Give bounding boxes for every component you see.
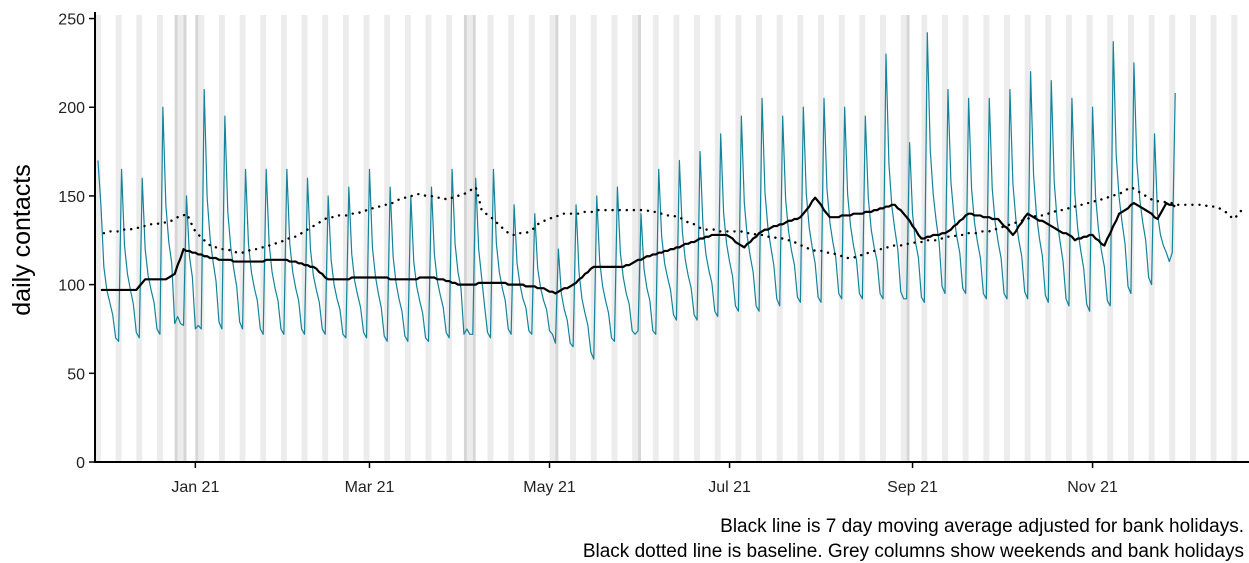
- weekend-column: [714, 15, 721, 462]
- weekend-column: [880, 15, 886, 462]
- weekend-column: [1107, 15, 1114, 462]
- weekend-column: [1127, 15, 1134, 462]
- weekend-column: [115, 15, 122, 462]
- weekend-column: [404, 15, 411, 462]
- weekend-column: [446, 15, 453, 462]
- y-tick-label: 250: [58, 12, 85, 29]
- bank-holiday-column: [638, 15, 642, 462]
- weekend-column: [301, 15, 308, 462]
- weekend-column: [838, 15, 845, 462]
- weekend-column: [239, 15, 246, 462]
- weekend-column: [280, 15, 287, 462]
- y-axis-title: daily contacts: [8, 164, 36, 315]
- annotation: Black dotted line is baseline. Grey colu…: [583, 541, 1244, 562]
- weekend-column: [136, 15, 143, 462]
- weekend-column: [673, 15, 680, 462]
- weekend-column: [735, 15, 742, 462]
- bank-holiday-column: [463, 15, 467, 462]
- weekend-column: [611, 15, 618, 462]
- x-tick-label: Sep 21: [887, 479, 938, 496]
- weekend-column: [652, 15, 659, 462]
- weekend-column: [818, 15, 824, 462]
- weekend-column: [1045, 15, 1052, 462]
- weekend-column: [776, 15, 783, 462]
- x-tick-label: Nov 21: [1067, 479, 1118, 496]
- weekend-column: [1004, 15, 1010, 462]
- weekend-column: [384, 15, 391, 462]
- weekend-column: [218, 15, 225, 462]
- weekend-column: [95, 15, 101, 462]
- weekend-column: [198, 15, 205, 462]
- weekend-column: [859, 15, 866, 462]
- weekend-column: [1066, 15, 1072, 462]
- weekend-column: [1189, 15, 1196, 462]
- y-tick-label: 200: [58, 100, 85, 117]
- lines-layer: [97, 32, 1245, 360]
- weekend-column: [487, 15, 494, 462]
- weekend-column: [528, 15, 535, 462]
- x-tick-label: Jul 21: [708, 479, 751, 496]
- weekend-column: [508, 15, 515, 462]
- weekend-column: [342, 15, 349, 462]
- x-tick-label: May 21: [523, 479, 576, 496]
- weekend-column: [363, 15, 370, 462]
- weekend-column: [260, 15, 267, 462]
- bank-holiday-column: [195, 15, 199, 462]
- weekend-column: [156, 15, 163, 462]
- weekend-column: [900, 15, 907, 462]
- weekend-column: [962, 15, 969, 462]
- weekend-column: [1210, 15, 1217, 462]
- weekend-column: [466, 15, 473, 462]
- weekend-column: [632, 15, 639, 462]
- series-line: [97, 32, 1176, 360]
- series-line: [100, 196, 1176, 295]
- x-tick-label: Jan 21: [171, 479, 219, 496]
- weekend-column: [1231, 15, 1238, 462]
- weekend-column: [1148, 15, 1155, 462]
- axes-layer: daily contacts Black line is 7 day movin…: [8, 12, 1249, 562]
- y-tick-label: 50: [67, 366, 85, 383]
- y-tick-label: 100: [58, 278, 85, 295]
- weekend-column: [322, 15, 329, 462]
- shading-layer: [95, 15, 1238, 462]
- weekend-column: [590, 15, 597, 462]
- weekend-column: [694, 15, 701, 462]
- baseline-line: [102, 185, 1245, 260]
- annotation: Black line is 7 day moving average adjus…: [720, 516, 1244, 537]
- weekend-column: [1024, 15, 1031, 462]
- y-tick-label: 0: [76, 455, 85, 472]
- bank-holiday-column: [174, 15, 178, 462]
- weekend-column: [1086, 15, 1093, 462]
- weekend-column: [756, 15, 763, 462]
- weekend-column: [942, 15, 948, 462]
- weekend-column: [570, 15, 577, 462]
- weekend-column: [425, 15, 432, 462]
- weekend-column: [177, 15, 184, 462]
- weekend-column: [797, 15, 804, 462]
- weekend-column: [983, 15, 990, 462]
- x-tick-label: Mar 21: [345, 479, 395, 496]
- y-tick-label: 150: [58, 189, 85, 206]
- bank-holiday-column: [555, 15, 559, 462]
- weekend-column: [549, 15, 556, 462]
